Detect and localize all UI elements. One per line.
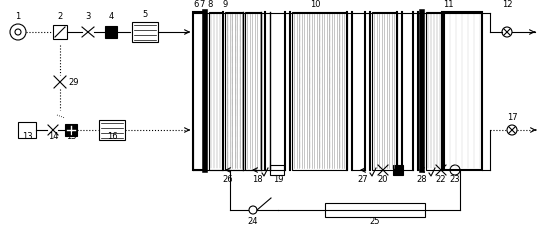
Text: 5: 5: [143, 10, 147, 19]
Bar: [105, 26, 117, 38]
Text: 12: 12: [502, 0, 512, 9]
Bar: [99, 120, 125, 140]
Text: 4: 4: [108, 12, 114, 21]
Text: 10: 10: [310, 0, 320, 9]
Text: 27: 27: [358, 175, 368, 184]
Text: 14: 14: [48, 132, 58, 141]
Bar: [270, 165, 284, 175]
Bar: [18, 122, 36, 138]
Bar: [325, 203, 425, 217]
Text: 15: 15: [66, 132, 76, 141]
Text: 8: 8: [207, 0, 213, 9]
Bar: [53, 25, 67, 39]
Text: 29: 29: [68, 78, 78, 87]
Text: 16: 16: [107, 132, 118, 141]
Text: 28: 28: [417, 175, 428, 184]
Text: 23: 23: [450, 175, 460, 184]
Bar: [444, 12, 482, 170]
Text: 13: 13: [22, 132, 32, 141]
Text: 17: 17: [506, 113, 517, 122]
Text: 11: 11: [443, 0, 453, 9]
Bar: [132, 22, 158, 42]
Text: 7: 7: [199, 0, 205, 9]
Bar: [193, 12, 205, 170]
Text: 9: 9: [222, 0, 227, 9]
Text: 18: 18: [252, 175, 262, 184]
Text: 24: 24: [248, 217, 258, 226]
Text: 25: 25: [370, 217, 380, 226]
Text: 22: 22: [436, 175, 446, 184]
Text: 1: 1: [15, 12, 21, 21]
Bar: [426, 12, 442, 170]
Text: 6: 6: [193, 0, 199, 9]
Text: 26: 26: [222, 175, 233, 184]
Text: 19: 19: [273, 175, 283, 184]
Bar: [372, 12, 397, 170]
Text: 20: 20: [378, 175, 388, 184]
Bar: [292, 12, 347, 170]
Bar: [245, 12, 261, 170]
Text: 3: 3: [85, 12, 91, 21]
Bar: [209, 12, 223, 170]
Bar: [225, 12, 243, 170]
Bar: [393, 165, 403, 175]
Bar: [65, 124, 77, 136]
Text: 2: 2: [57, 12, 63, 21]
